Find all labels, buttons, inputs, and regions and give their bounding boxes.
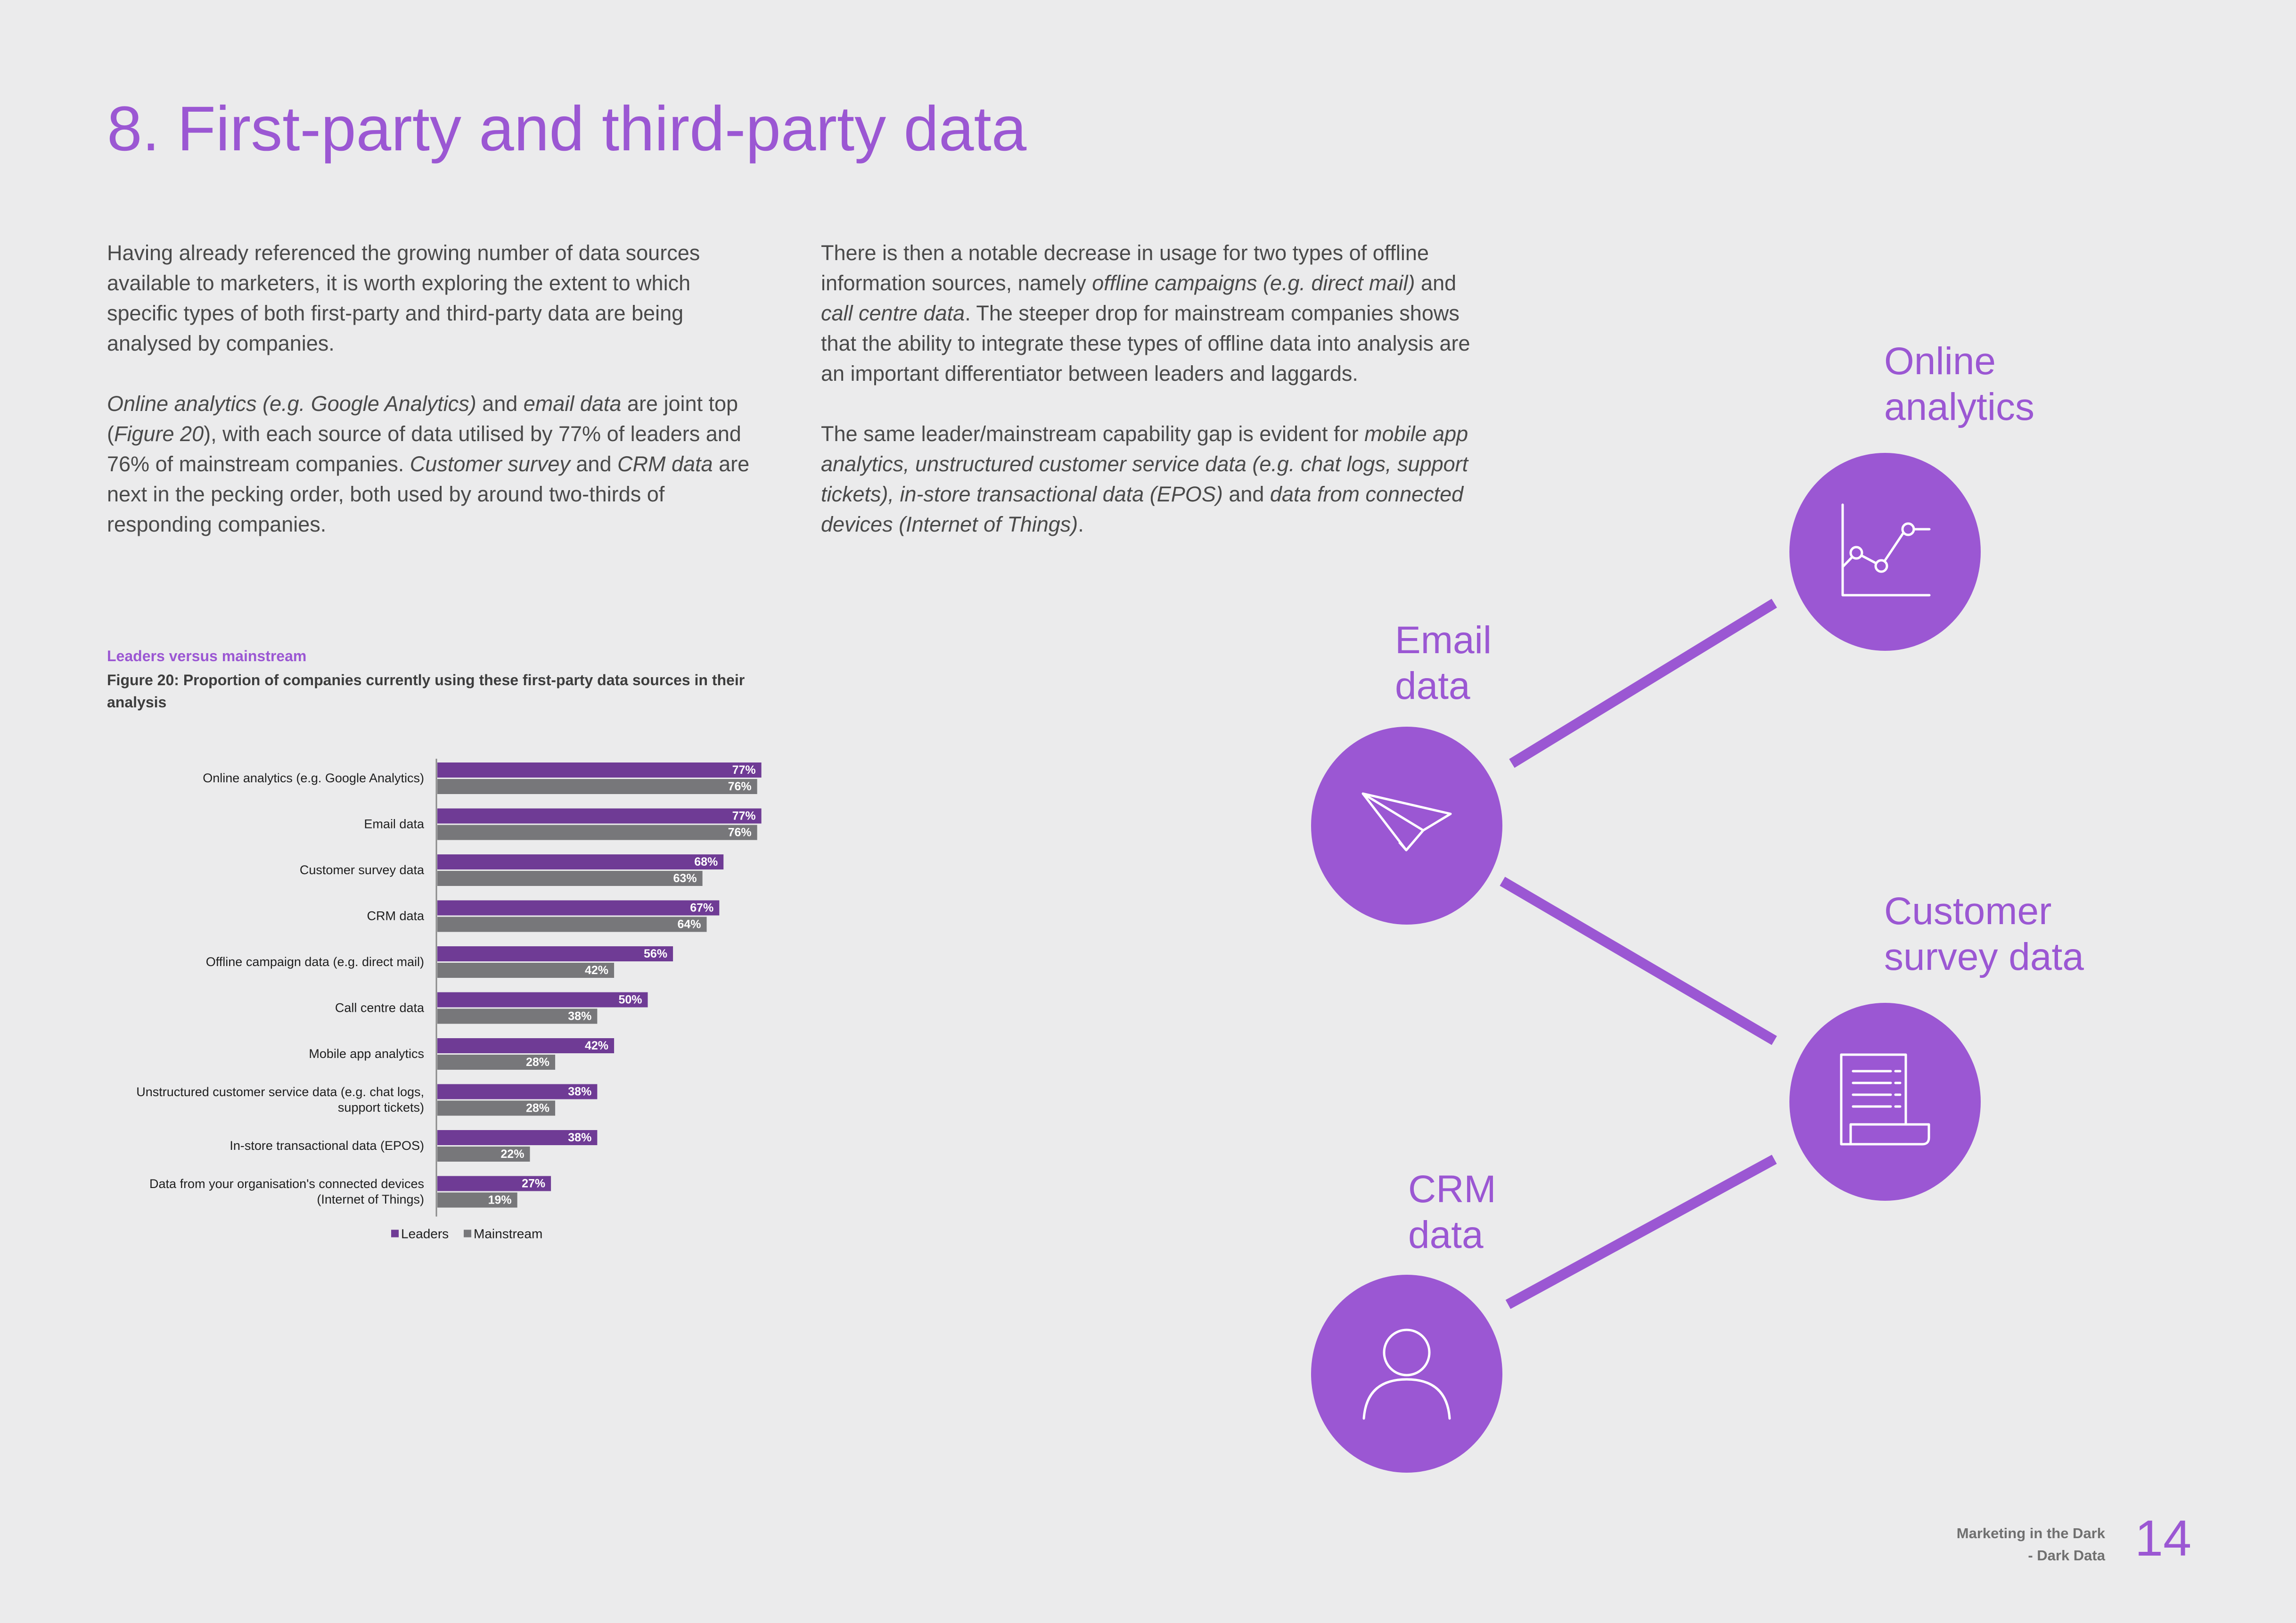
category-label: Unstructured customer service data (e.g.… [136, 1085, 424, 1099]
category-label: CRM data [367, 909, 425, 923]
person-icon [1362, 1328, 1451, 1420]
customer-survey-label: Customer survey data [1884, 890, 2084, 978]
data-label: 38% [568, 1085, 591, 1098]
legend-swatch [391, 1230, 399, 1238]
bar-mainstream [437, 917, 707, 932]
document-scroll-icon [1840, 1053, 1930, 1146]
category-label: Offline campaign data (e.g. direct mail) [206, 955, 424, 969]
legend-label: Leaders [401, 1227, 449, 1241]
bar-mainstream [437, 825, 757, 840]
bar-leaders [437, 1038, 615, 1053]
bar-leaders [437, 992, 648, 1008]
category-label: Data from your organisation's connected … [149, 1177, 424, 1191]
crm-data-node [1311, 1275, 1502, 1473]
connector-email-survey [1500, 877, 1777, 1045]
figure-kicker: Leaders versus mainstream [107, 648, 307, 664]
data-label: 76% [728, 826, 752, 839]
data-label: 28% [526, 1056, 549, 1069]
customer-survey-node [1789, 1003, 1981, 1201]
figure-title: Figure 20: Proportion of companies curre… [107, 672, 745, 711]
data-label: 19% [488, 1194, 512, 1207]
category-label: Customer survey data [300, 863, 425, 877]
legend-swatch [464, 1230, 471, 1238]
footer-publication: Marketing in the Dark - Dark Data [1956, 1525, 2105, 1564]
data-label: 68% [694, 855, 718, 869]
bar-leaders [437, 762, 762, 778]
bar-mainstream [437, 1100, 556, 1116]
bar-leaders [437, 900, 720, 916]
data-label: 28% [526, 1102, 549, 1115]
data-label: 63% [673, 872, 697, 885]
data-label: 38% [568, 1010, 591, 1023]
category-label: (Internet of Things) [317, 1192, 424, 1206]
bar-mainstream [437, 1008, 598, 1024]
bar-leaders [437, 808, 762, 824]
data-label: 76% [728, 780, 752, 793]
bar-mainstream [437, 1055, 556, 1070]
bar-leaders [437, 946, 673, 961]
online-analytics-label: Online analytics [1884, 340, 2035, 428]
line-chart-icon [1841, 503, 1931, 597]
data-label: 38% [568, 1131, 591, 1144]
data-label: 67% [690, 902, 713, 915]
offline-paragraph: There is then a notable decrease in usag… [821, 241, 1470, 385]
gap-paragraph: The same leader/mainstream capability ga… [821, 422, 1468, 536]
category-label: In-store transactional data (EPOS) [230, 1139, 424, 1153]
right-text-column: There is then a notable decrease in usag… [821, 238, 1481, 570]
crm-data-label: CRM data [1408, 1168, 1496, 1256]
category-label: Email data [364, 817, 425, 831]
bar-mainstream [437, 1192, 517, 1208]
email-data-label: Email data [1395, 619, 1492, 707]
bar-mainstream [437, 779, 757, 794]
data-label: 64% [677, 918, 701, 931]
intro-paragraph: Having already referenced the growing nu… [107, 241, 700, 355]
data-label: 77% [732, 810, 756, 823]
data-label: 27% [522, 1177, 545, 1190]
category-label: Mobile app analytics [309, 1047, 424, 1061]
online-analytics-node [1789, 453, 1981, 651]
findings-paragraph: Online analytics (e.g. Google Analytics)… [107, 392, 750, 536]
data-label: 42% [585, 1039, 608, 1052]
page-number: 14 [2135, 1509, 2192, 1566]
bar-mainstream [437, 1147, 530, 1162]
category-label: Online analytics (e.g. Google Analytics) [203, 771, 424, 785]
connector-email-online [1509, 598, 1777, 768]
page-title: 8. First-party and third-party data [107, 94, 1027, 164]
data-label: 77% [732, 763, 756, 777]
bar-leaders [437, 1084, 598, 1099]
bar-mainstream [437, 871, 703, 886]
category-label: support tickets) [338, 1100, 424, 1115]
data-label: 50% [618, 993, 642, 1007]
bar-leaders [437, 854, 724, 869]
data-label: 22% [500, 1148, 524, 1161]
data-label: 56% [644, 947, 667, 960]
bar-leaders [437, 1130, 598, 1145]
left-text-column: Having already referenced the growing nu… [107, 238, 767, 570]
connector-crm-survey [1505, 1155, 1777, 1309]
legend-label: Mainstream [474, 1227, 542, 1241]
bar-leaders [437, 1176, 551, 1191]
bar-mainstream [437, 963, 615, 978]
email-data-node [1311, 727, 1502, 925]
category-label: Call centre data [335, 1001, 425, 1015]
paper-plane-icon [1361, 792, 1452, 852]
bar-chart: Online analytics (e.g. Google Analytics)… [136, 759, 762, 1241]
data-label: 42% [585, 964, 608, 977]
